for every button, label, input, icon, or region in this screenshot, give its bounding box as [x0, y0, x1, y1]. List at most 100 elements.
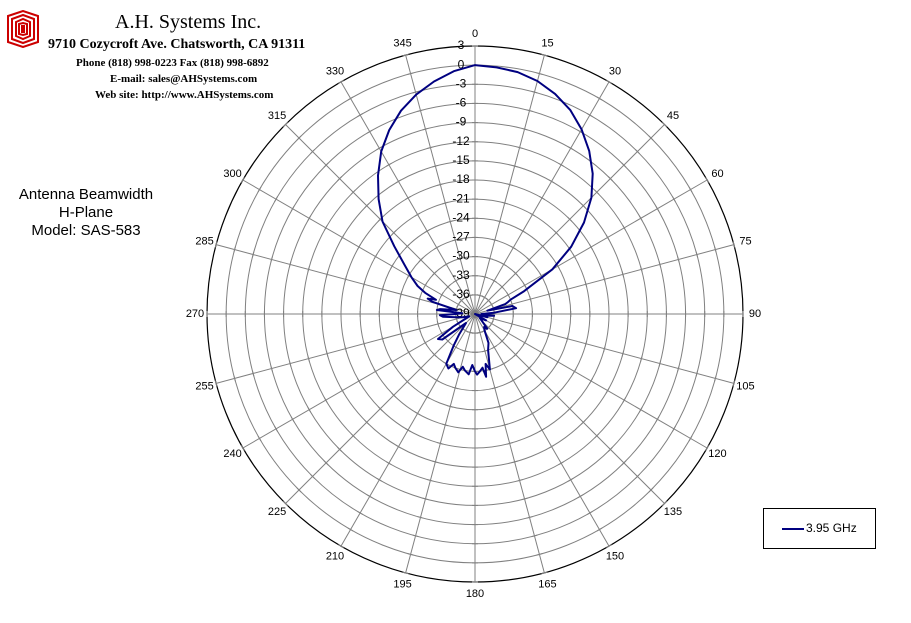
polar-tick: [506, 183, 513, 186]
radial-label: -36: [452, 287, 470, 301]
radial-label: -15: [452, 153, 470, 167]
polar-tick: [732, 241, 736, 248]
polar-tick: [529, 296, 532, 303]
polar-tick: [529, 212, 536, 217]
polar-tick: [338, 544, 344, 549]
polar-tick: [414, 411, 421, 416]
polar-tick: [486, 257, 493, 260]
polar-tick: [506, 330, 511, 336]
radial-label: -27: [452, 230, 470, 244]
polar-tick: [714, 246, 717, 253]
polar-tick: [399, 291, 403, 298]
polar-tick: [288, 261, 292, 268]
polar-tick: [307, 355, 310, 362]
polar-tick: [457, 257, 464, 260]
polar-tick: [501, 201, 508, 205]
polar-tick: [418, 365, 424, 371]
polar-tick: [536, 72, 543, 75]
polar-tick: [442, 423, 449, 427]
polar-tick: [622, 225, 627, 231]
polar-tick: [548, 444, 555, 449]
polar-tick: [541, 53, 548, 57]
polar-tick: [412, 534, 419, 538]
polar-tick: [436, 320, 440, 327]
polar-tick: [677, 256, 680, 263]
chart-title-line-1: Antenna Beamwidth: [18, 186, 154, 203]
company-website: Web site: http://www.AHSystems.com: [95, 89, 274, 101]
radial-labels: 30-3-6-9-12-15-18-21-24-27-30-33-36-39: [452, 38, 470, 320]
polar-tick: [589, 244, 593, 250]
polar-tick: [526, 516, 533, 519]
polar-tick: [437, 183, 444, 186]
polar-tick: [510, 320, 514, 327]
polar-tick: [458, 297, 464, 303]
angle-label: 195: [393, 578, 411, 590]
polar-tick: [638, 406, 643, 413]
angle-label: 210: [326, 550, 344, 562]
polar-tick: [233, 246, 236, 253]
polar-tick: [695, 251, 699, 258]
polar-tick: [214, 241, 218, 248]
polar-tick: [541, 571, 548, 575]
angle-label: 0: [472, 28, 478, 40]
polar-tick: [526, 257, 532, 263]
radial-label: -3: [456, 76, 467, 90]
polar-tick: [467, 294, 474, 297]
angle-label: 165: [538, 578, 556, 590]
angle-label: 45: [667, 110, 679, 122]
radial-label: -18: [452, 172, 470, 186]
company-name: A.H. Systems Inc.: [115, 11, 262, 33]
polar-tick: [621, 460, 627, 466]
polar-tick: [648, 135, 654, 141]
polar-tick: [257, 435, 262, 442]
polar-tick: [580, 203, 586, 209]
polar-tick: [577, 494, 584, 499]
series-line: [377, 64, 594, 378]
polar-tick: [453, 278, 459, 283]
polar-tick: [325, 271, 329, 278]
radial-label: -24: [452, 210, 470, 224]
polar-tick: [540, 379, 546, 385]
radial-label: 0: [458, 57, 465, 71]
radial-label: -9: [456, 115, 467, 129]
polar-tick: [366, 129, 373, 134]
angle-label: 120: [708, 448, 726, 460]
polar-tick: [373, 253, 378, 260]
series-layer: [377, 64, 594, 378]
radial-label: -33: [452, 268, 470, 282]
polar-tick: [214, 380, 218, 387]
polar-tick: [606, 544, 612, 549]
polar-tick: [580, 419, 586, 425]
polar-tick: [344, 276, 347, 283]
polar-tick: [547, 330, 551, 337]
polar-tick: [431, 270, 437, 276]
polar-tick: [274, 196, 278, 202]
polar-tick: [404, 379, 410, 385]
polar-tick: [572, 253, 577, 260]
polar-tick: [418, 296, 421, 303]
polar-tick: [325, 350, 329, 357]
polar-tick: [376, 146, 383, 151]
polar-tick: [558, 461, 564, 466]
polar-tick: [395, 179, 402, 184]
polar-tick: [424, 394, 430, 399]
angle-label: 105: [736, 380, 754, 392]
polar-tick: [662, 501, 667, 506]
angle-label: 225: [268, 506, 286, 518]
polar-tick: [705, 445, 710, 451]
polar-tick: [296, 135, 302, 141]
radial-label: 3: [458, 38, 465, 52]
polar-tick: [270, 256, 273, 263]
polar-tick: [688, 435, 693, 442]
polar-tick: [555, 359, 560, 365]
polar-tick: [340, 387, 345, 394]
polar-tick: [381, 286, 384, 293]
polar-tick: [481, 275, 488, 279]
polar-tick: [381, 335, 384, 342]
polar-tick: [500, 262, 507, 267]
polar-tick: [489, 301, 494, 308]
polar-tick: [529, 411, 536, 416]
polar-tick: [366, 494, 373, 499]
polar-tick: [589, 378, 593, 384]
